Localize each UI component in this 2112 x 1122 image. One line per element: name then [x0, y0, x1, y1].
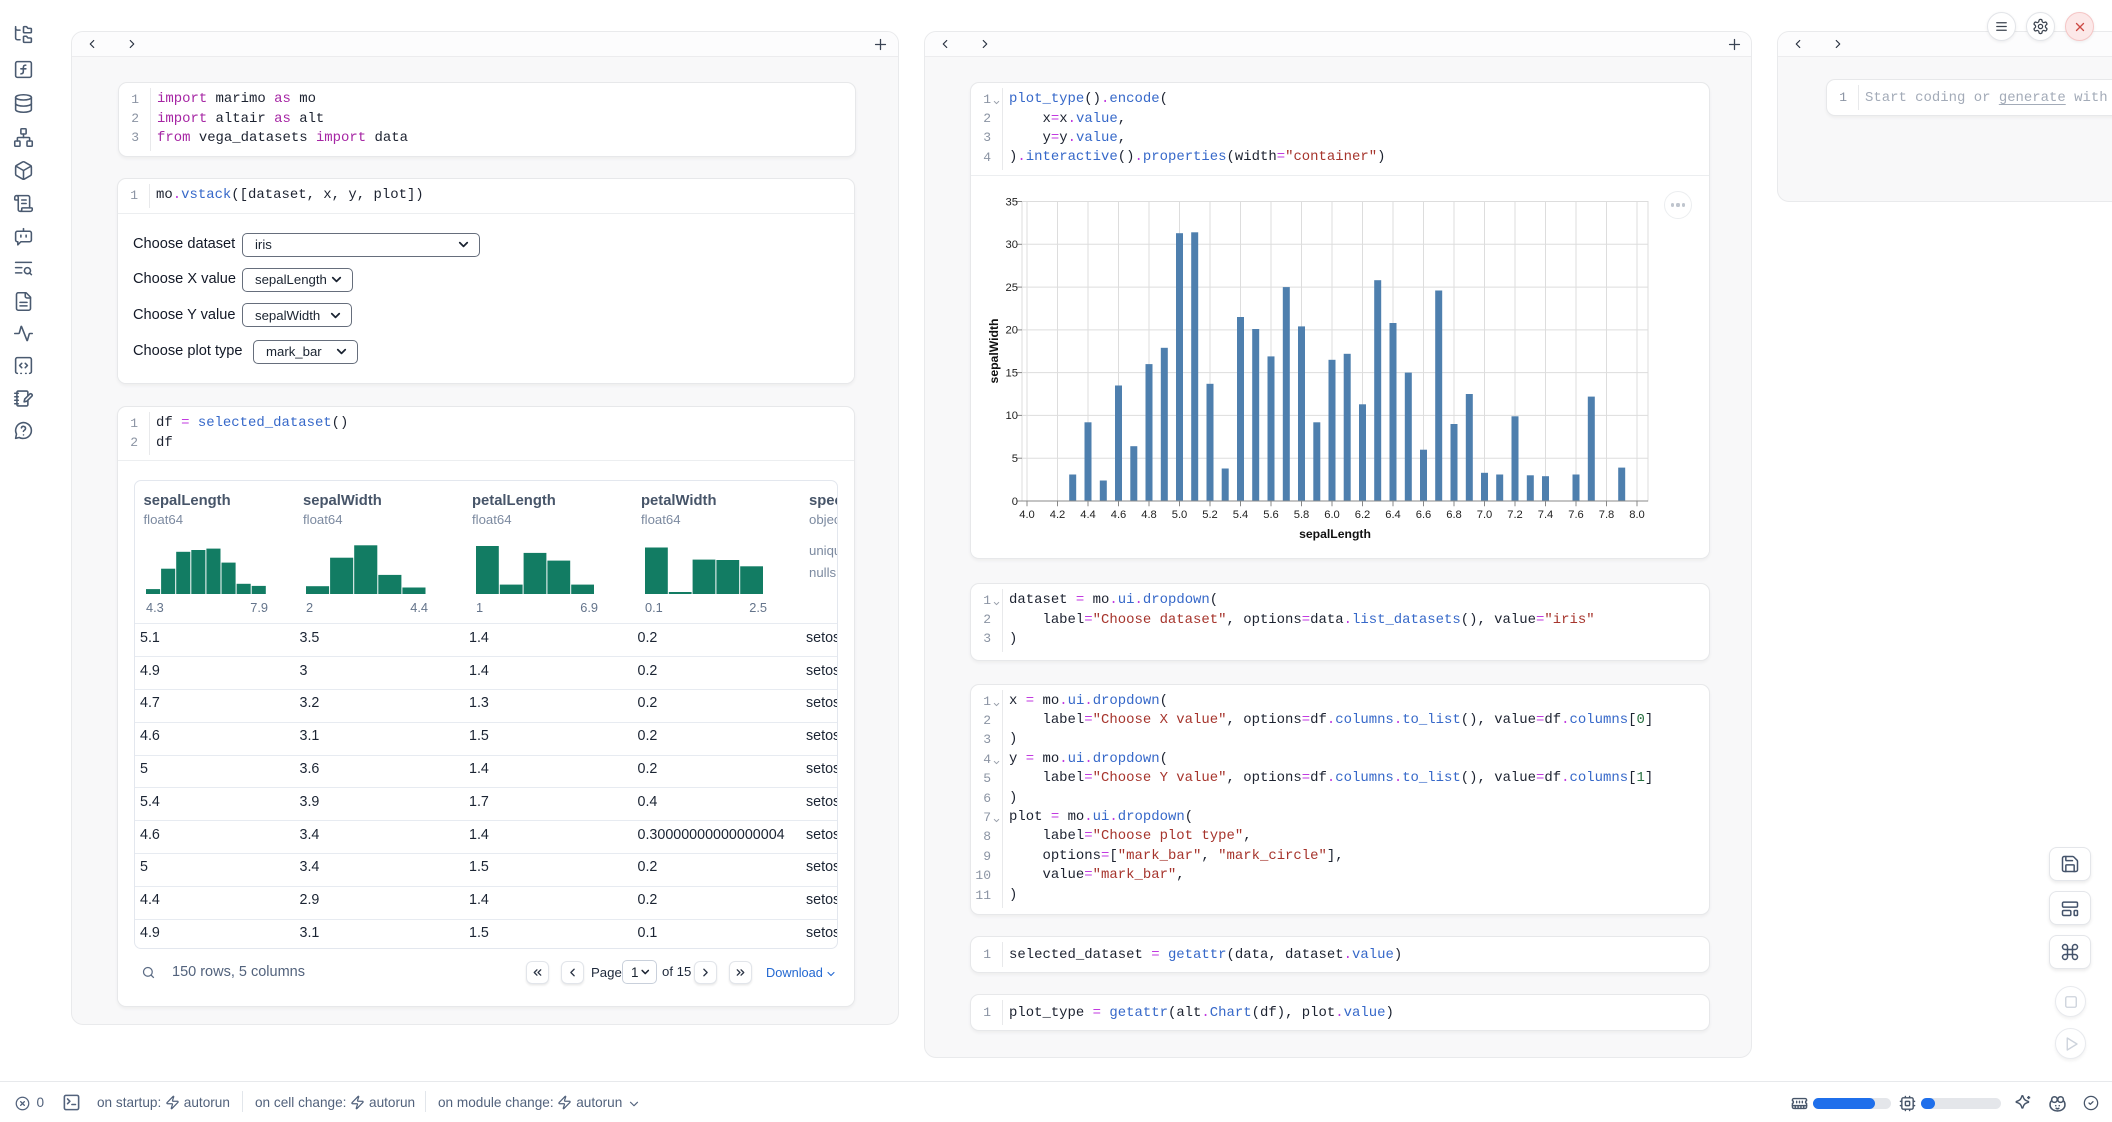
- svg-text:5.6: 5.6: [1263, 509, 1279, 521]
- svg-text:30: 30: [1006, 239, 1018, 251]
- svg-text:15: 15: [1006, 367, 1018, 379]
- svg-text:4.8: 4.8: [1141, 509, 1157, 521]
- svg-text:5.0: 5.0: [1172, 509, 1188, 521]
- svg-text:25: 25: [1006, 282, 1018, 294]
- svg-text:20: 20: [1006, 325, 1018, 337]
- svg-text:4.0: 4.0: [1019, 509, 1035, 521]
- svg-text:10: 10: [1006, 410, 1018, 422]
- svg-text:sepalLength: sepalLength: [1299, 527, 1371, 541]
- svg-text:sepalWidth: sepalWidth: [987, 319, 1001, 384]
- svg-text:7.2: 7.2: [1507, 509, 1523, 521]
- svg-text:7.8: 7.8: [1599, 509, 1615, 521]
- svg-text:35: 35: [1006, 196, 1018, 208]
- svg-text:0: 0: [1012, 496, 1018, 508]
- svg-text:8.0: 8.0: [1629, 509, 1645, 521]
- svg-text:5.2: 5.2: [1202, 509, 1218, 521]
- svg-text:4.6: 4.6: [1111, 509, 1127, 521]
- svg-text:7.4: 7.4: [1538, 509, 1554, 521]
- svg-text:7.0: 7.0: [1477, 509, 1493, 521]
- svg-text:6.6: 6.6: [1416, 509, 1432, 521]
- svg-text:6.8: 6.8: [1446, 509, 1462, 521]
- svg-text:6.2: 6.2: [1355, 509, 1371, 521]
- svg-text:4.4: 4.4: [1080, 509, 1096, 521]
- svg-text:5.8: 5.8: [1294, 509, 1310, 521]
- svg-text:5.4: 5.4: [1233, 509, 1249, 521]
- svg-text:5: 5: [1012, 453, 1018, 465]
- svg-text:6.0: 6.0: [1324, 509, 1340, 521]
- svg-text:6.4: 6.4: [1385, 509, 1401, 521]
- svg-text:4.2: 4.2: [1050, 509, 1066, 521]
- svg-text:7.6: 7.6: [1568, 509, 1584, 521]
